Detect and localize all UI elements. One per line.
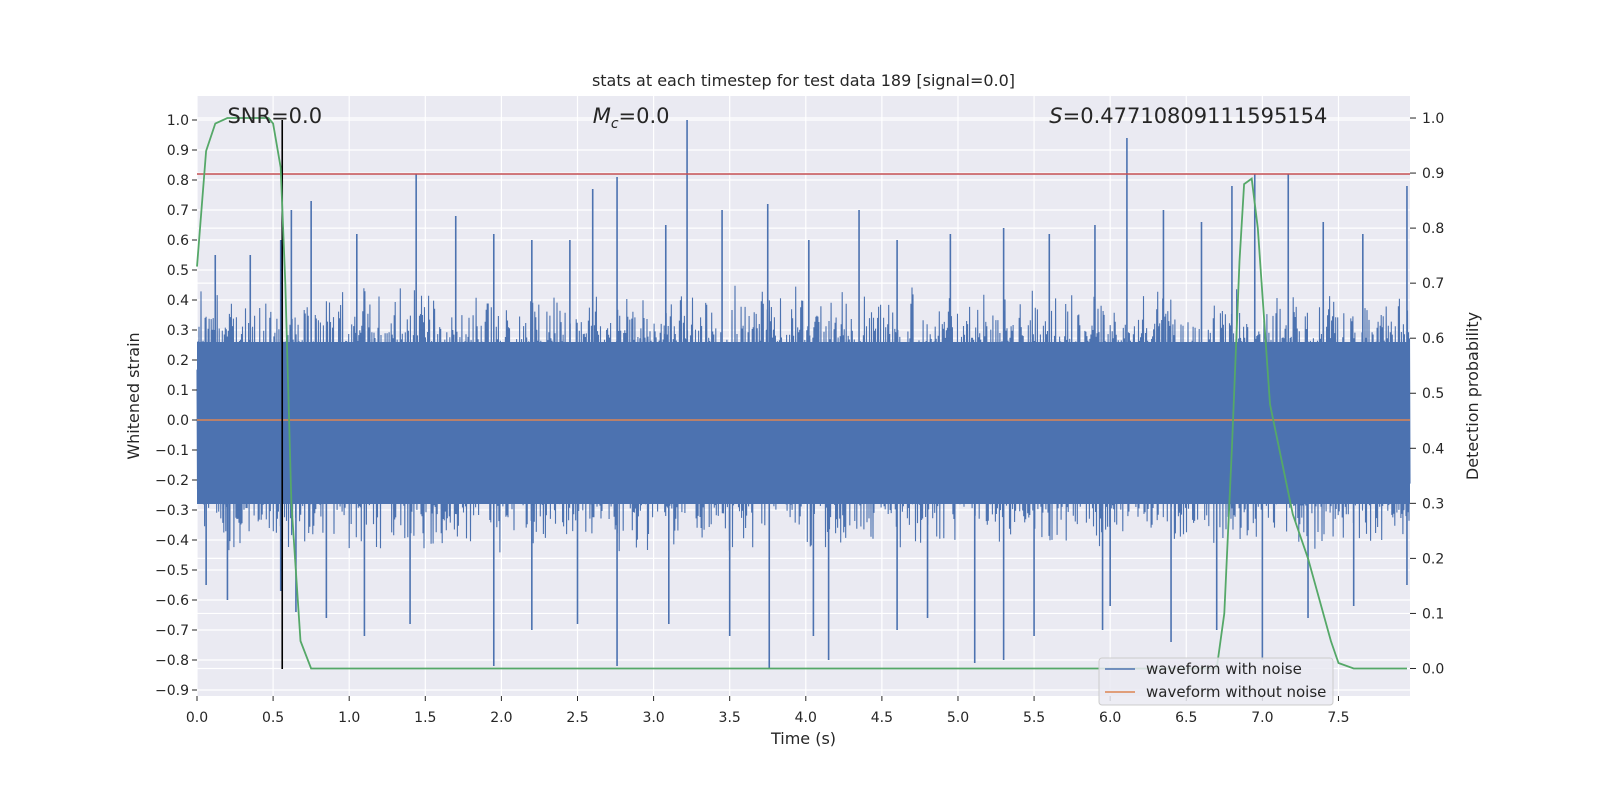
series-detection-probability [196,117,1407,670]
annotation-s-symbol: S [1049,104,1062,128]
y2-tick-label: 0.1 [1422,606,1444,622]
y-tick-label: 0.0 [167,413,189,429]
y-tick-label: 0.1 [167,383,189,399]
y2-tick-label: 0.9 [1422,166,1444,182]
x-tick-label: 6.5 [1175,710,1197,726]
annotation-mc-value: =0.0 [619,104,670,128]
left-axis: 1.0 0.9 0.8 0.7 0.6 0.5 0.4 0.3 0.2 0.1 0.0 −0.1 −0.… [155,113,197,699]
x-tick-label: 7.5 [1327,710,1349,726]
legend-label-waveform-with-noise: waveform with noise [1146,660,1302,678]
detection-probability-line [196,117,1407,670]
x-tick-label: 5.0 [947,710,969,726]
x-tick-label: 2.0 [490,710,512,726]
x-tick-label: 3.0 [642,710,664,726]
x-axis-label: Time (s) [770,729,836,748]
x-tick-label: 1.0 [338,710,360,726]
legend: waveform with noise waveform without noi… [1098,657,1334,706]
y2-tick-label: 0.8 [1422,221,1444,237]
y-tick-label: 0.4 [167,293,189,309]
y-tick-label: 0.2 [167,353,189,369]
x-tick-label: 4.0 [795,710,817,726]
y-tick-label: 0.8 [167,173,189,189]
x-tick-label: 1.5 [414,710,436,726]
y2-tick-label: 1.0 [1422,111,1444,127]
y-tick-label: −0.7 [155,623,189,639]
chart-title: stats at each timestep for test data 189… [592,71,1015,90]
annotation-chirp-mass: Mc=0.0 [593,104,670,132]
annotation-s: S=0.47710809111595154 [1049,104,1327,128]
y-tick-label: 0.3 [167,323,189,339]
y2-tick-label: 0.7 [1422,276,1444,292]
y-tick-label: 0.7 [167,203,189,219]
waveform-noise-core [197,342,1410,504]
x-tick-label: 7.0 [1251,710,1273,726]
y2-tick-label: 0.4 [1422,441,1444,457]
annotation-snr: SNR=0.0 [227,104,322,128]
x-tick-label: 5.5 [1023,710,1045,726]
y2-tick-label: 0.0 [1422,661,1444,677]
series-waveform-with-noise [196,120,1411,669]
right-axis: 1.0 0.9 0.8 0.7 0.6 0.5 0.4 0.3 0.2 0.1 0.0 [1410,111,1444,677]
legend-box [1098,657,1334,706]
y-tick-label: 1.0 [167,113,189,129]
y-axis-label: Whitened strain [124,332,143,459]
y-tick-label: 0.5 [167,263,189,279]
y-tick-label: −0.1 [155,443,189,459]
y2-tick-label: 0.5 [1422,386,1444,402]
y-tick-label: −0.5 [155,563,189,579]
x-tick-label: 4.5 [871,710,893,726]
y2-tick-label: 0.2 [1422,551,1444,567]
annotation-s-value: =0.47710809111595154 [1063,104,1328,128]
y-tick-label: −0.4 [155,533,189,549]
x-tick-label: 3.5 [719,710,741,726]
y-tick-label: 0.6 [167,233,189,249]
annotation-mc-symbol: M [593,104,611,128]
y2-tick-label: 0.6 [1422,331,1444,347]
bottom-axis: 0.0 0.5 1.0 1.5 2.0 2.5 3.0 3.5 4.0 4.5 5.0 5.5 6.0 6… [186,696,1350,726]
x-tick-label: 6.0 [1099,710,1121,726]
y-tick-label: −0.8 [155,653,189,669]
y-tick-label: −0.6 [155,593,189,609]
y2-axis-label: Detection probability [1463,312,1482,480]
y-tick-label: 0.9 [167,143,189,159]
legend-label-waveform-without-noise: waveform without noise [1146,683,1326,701]
x-tick-label: 2.5 [566,710,588,726]
y-tick-label: −0.3 [155,503,189,519]
annotation-mc-subscript: c [611,116,619,132]
x-tick-label: 0.5 [262,710,284,726]
y-tick-label: −0.9 [155,683,189,699]
x-tick-label: 0.0 [186,710,208,726]
y-tick-label: −0.2 [155,473,189,489]
y2-tick-label: 0.3 [1422,496,1444,512]
